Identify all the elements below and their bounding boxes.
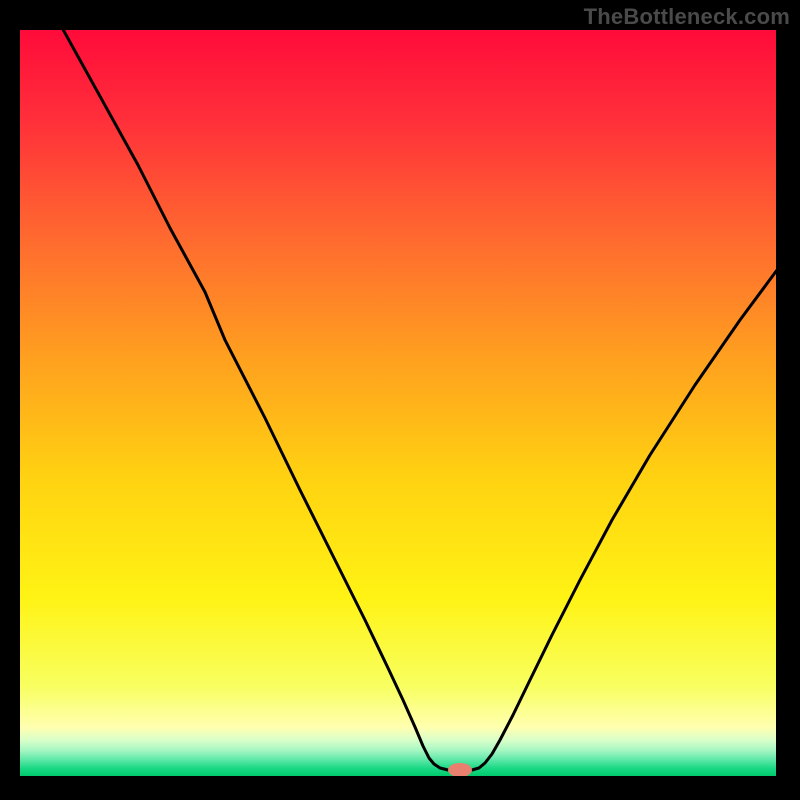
chart-frame: TheBottleneck.com [0,0,800,800]
chart-svg [0,0,800,800]
optimal-point-marker [448,763,472,777]
watermark-text: TheBottleneck.com [584,4,790,30]
gradient-panel [20,30,776,776]
